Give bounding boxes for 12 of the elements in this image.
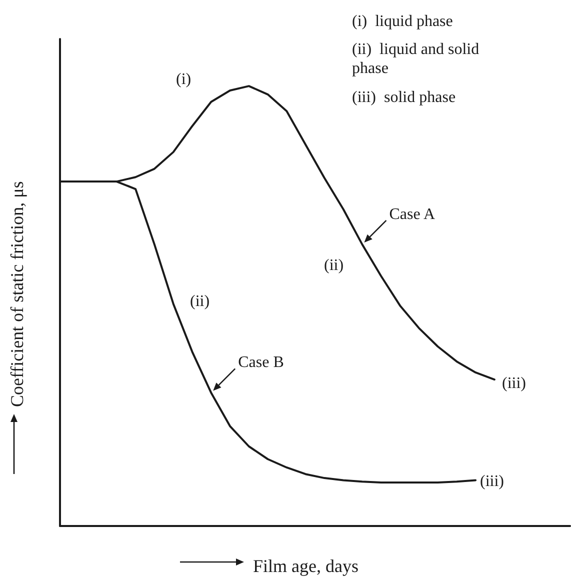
annotation: (i)	[176, 71, 192, 88]
text: Case B	[238, 354, 284, 372]
annotation: (iii) solid phase	[352, 89, 456, 106]
annotation: (iii)	[502, 375, 526, 392]
annotation: (iii)	[480, 473, 504, 490]
annotation: (ii)	[324, 257, 344, 274]
y-axis-title: Coefficient of static friction, μs	[7, 181, 27, 407]
annotation: (ii)	[190, 293, 210, 310]
text: (ii) liquid and solid phase	[352, 41, 484, 77]
x-axis-title: Film age, days	[253, 556, 358, 576]
text: Case A	[389, 206, 436, 223]
text: (i) liquid phase	[352, 13, 453, 30]
